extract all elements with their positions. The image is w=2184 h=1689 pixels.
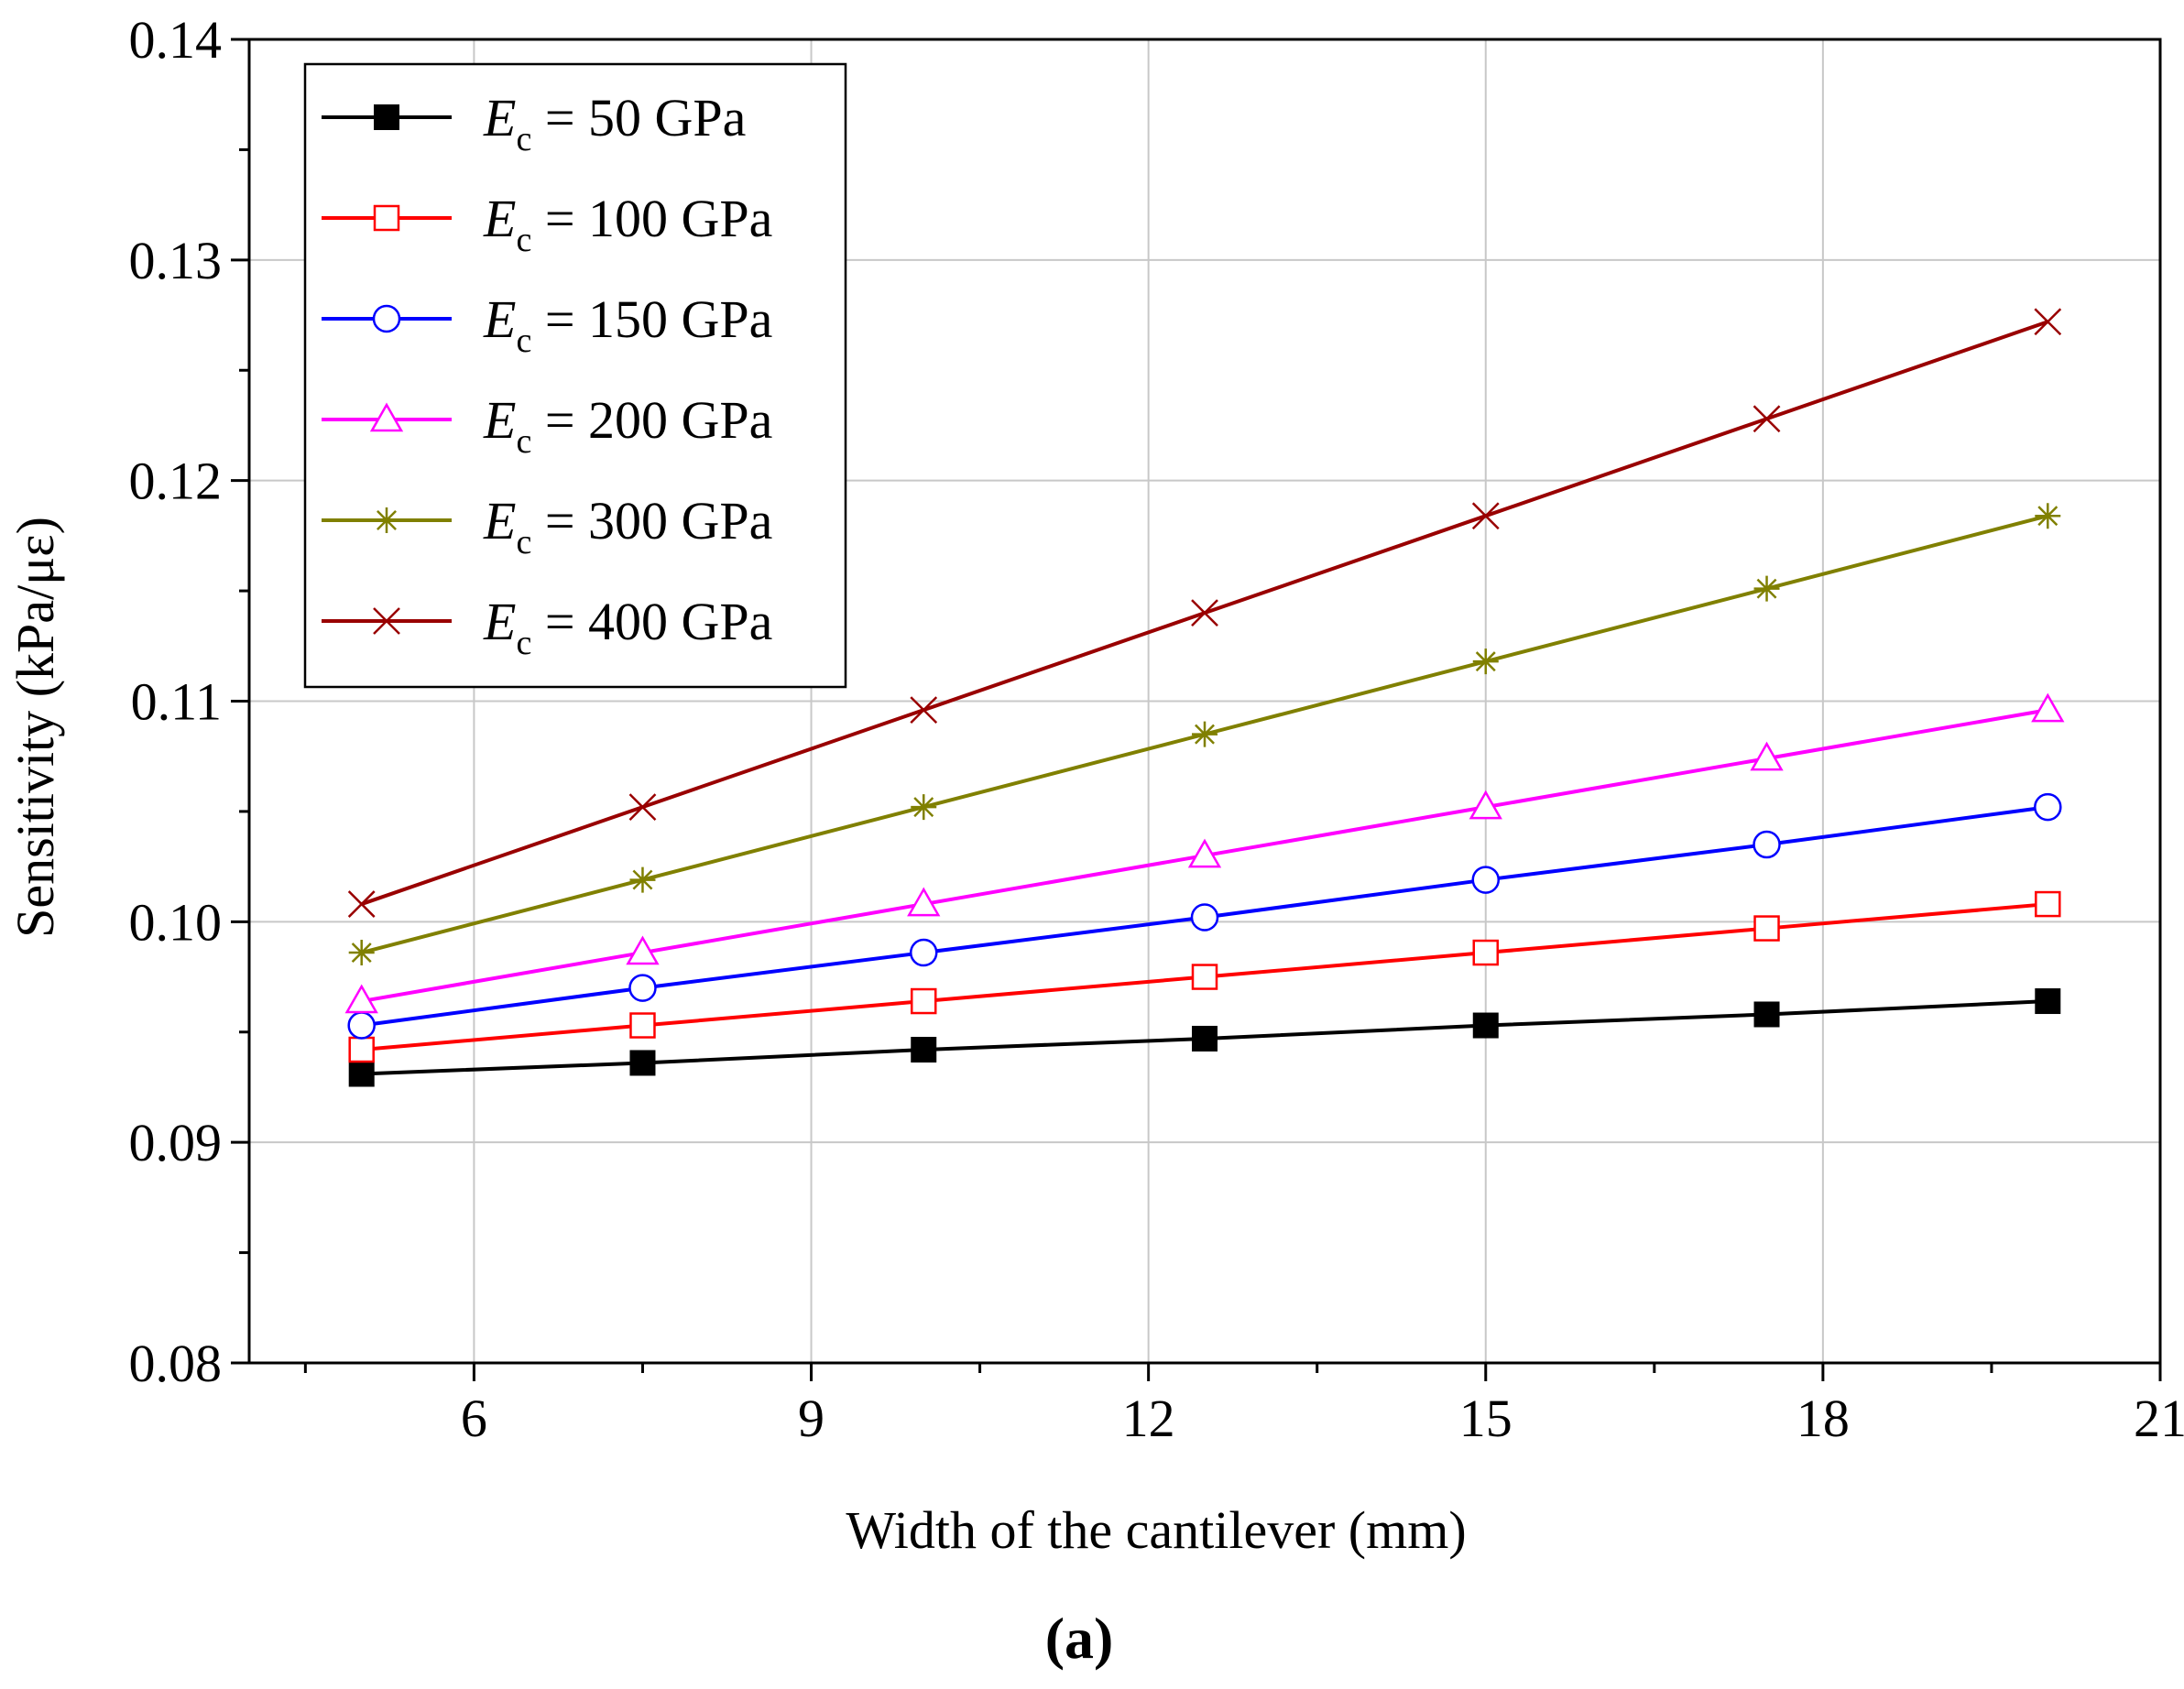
- y-tick-label: 0.08: [129, 1334, 223, 1393]
- legend-item: Ec = 50 GPa: [322, 88, 746, 158]
- legend-item: Ec = 300 GPa: [322, 491, 772, 561]
- legend-marker: [373, 204, 400, 232]
- x-tick-label: 21: [2134, 1389, 2184, 1448]
- data-point: [1472, 648, 1499, 675]
- data-point: [347, 1011, 376, 1040]
- axis-ticks: 6 9 12 15 18 21 0.08 0.09 0.10 0.11 0.12 0.13 0.14: [129, 10, 2184, 1448]
- data-point: [628, 974, 657, 1002]
- data-point: [1750, 741, 1784, 771]
- data-point: [1753, 830, 1781, 859]
- data-point: [1472, 1012, 1499, 1039]
- data-point: [1191, 599, 1218, 627]
- data-point: [1191, 964, 1218, 990]
- legend-box: [303, 62, 847, 689]
- data-point: [2034, 308, 2062, 336]
- data-point: [909, 938, 938, 967]
- data-point: [911, 1037, 937, 1063]
- series-3: [344, 692, 2065, 1014]
- legend-label: Ec = 50 GPa: [483, 88, 746, 158]
- data-point: [1187, 838, 1222, 868]
- y-tick-label: 0.14: [129, 10, 223, 70]
- data-point: [1471, 866, 1501, 894]
- data-point: [1190, 903, 1219, 932]
- data-point: [348, 1036, 375, 1063]
- data-point: [629, 1012, 656, 1039]
- series-2: [347, 792, 2062, 1040]
- data-point: [1192, 721, 1218, 747]
- legend-label: Ec = 150 GPa: [483, 289, 772, 360]
- legend-item: Ec = 100 GPa: [322, 189, 772, 259]
- data-point: [2035, 890, 2061, 918]
- legend: Ec = 50 GPa Ec = 100 GPa Ec = 150 GPa Ec = …: [303, 62, 847, 689]
- x-tick-label: 6: [461, 1389, 487, 1448]
- legend-label: Ec = 200 GPa: [483, 390, 772, 461]
- y-tick-label: 0.12: [129, 452, 223, 511]
- y-tick-label: 0.10: [129, 892, 223, 952]
- data-point: [1472, 939, 1500, 966]
- data-point: [1192, 1025, 1218, 1052]
- data-point: [2034, 792, 2062, 822]
- data-point: [1753, 915, 1780, 942]
- data-point: [907, 887, 941, 917]
- data-point: [1471, 502, 1500, 530]
- data-point: [348, 940, 375, 966]
- x-tick-label: 12: [1122, 1389, 1175, 1448]
- series-4: [348, 503, 2061, 966]
- legend-marker: [373, 607, 400, 635]
- y-tick-label: 0.13: [129, 231, 223, 290]
- data-point: [1753, 405, 1781, 433]
- legend-item: Ec = 400 GPa: [322, 592, 772, 662]
- data-point: [2035, 988, 2061, 1015]
- legend-label: Ec = 400 GPa: [483, 592, 772, 662]
- y-tick-label: 0.11: [131, 672, 222, 732]
- x-tick-label: 18: [1796, 1389, 1850, 1448]
- data-point: [910, 987, 937, 1015]
- data-point: [348, 1061, 375, 1087]
- legend-marker: [374, 104, 399, 130]
- data-point: [347, 890, 376, 918]
- legend-label: Ec = 300 GPa: [483, 491, 772, 561]
- y-tick-label: 0.09: [129, 1113, 223, 1172]
- legend-marker: [374, 507, 399, 533]
- data-point: [910, 696, 938, 725]
- x-tick-label: 9: [798, 1389, 824, 1448]
- legend-marker: [372, 304, 401, 333]
- data-point: [911, 794, 937, 821]
- legend-marker: [369, 402, 404, 432]
- data-point: [344, 984, 378, 1014]
- data-point: [1753, 575, 1780, 602]
- x-axis-title: Width of the cantilever (mm): [846, 1500, 1466, 1560]
- data-point: [629, 1050, 656, 1076]
- panel-label: (a): [1045, 1606, 1114, 1671]
- data-point: [2035, 503, 2061, 529]
- legend-item: Ec = 150 GPa: [322, 289, 772, 360]
- data-point: [1469, 790, 1502, 820]
- legend-label: Ec = 100 GPa: [483, 189, 772, 259]
- legend-item: Ec = 200 GPa: [322, 390, 772, 461]
- data-point: [626, 935, 660, 965]
- series-0: [348, 988, 2061, 1087]
- x-tick-label: 15: [1459, 1389, 1512, 1448]
- y-axis-title: Sensitivity (kPa/με): [5, 517, 65, 938]
- data-point: [628, 793, 657, 821]
- series-1: [348, 890, 2061, 1063]
- series-5: [347, 308, 2062, 918]
- data-point: [1753, 1001, 1780, 1028]
- data-point: [629, 866, 656, 893]
- data-point: [2031, 692, 2065, 723]
- series-layer: [344, 308, 2065, 1087]
